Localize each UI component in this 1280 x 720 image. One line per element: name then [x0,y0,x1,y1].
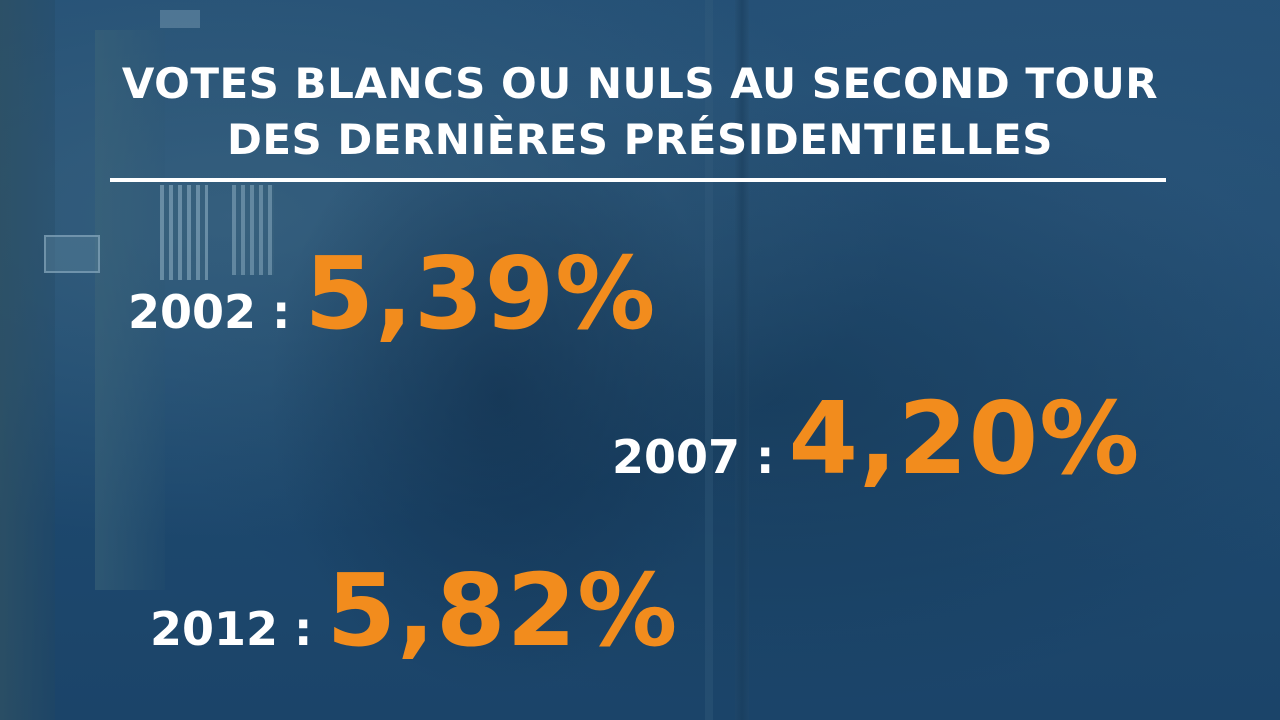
stat-2012: 2012 :5,82% [150,552,678,669]
stat-value: 5,39% [304,235,657,352]
stat-year-label: 2002 : [128,285,291,339]
bg-wall-sign [44,235,100,273]
bg-ceiling-light [160,10,200,28]
stat-year-label: 2007 : [612,430,775,484]
stat-year-label: 2012 : [150,602,313,656]
title-line-1: VOTES BLANCS OU NULS AU SECOND TOUR [121,59,1159,108]
bg-voter-silhouette [250,180,750,720]
bg-window-left [160,185,208,280]
stat-value: 4,20% [788,380,1141,497]
stat-2007: 2007 :4,20% [612,380,1140,497]
title-line-2: DES DERNIÈRES PRÉSIDENTIELLES [226,115,1053,164]
bg-pillar-left [0,0,55,720]
stat-value: 5,82% [326,552,679,669]
bg-pillar-left-inner [95,30,165,590]
page-title: VOTES BLANCS OU NULS AU SECOND TOUR DES … [40,56,1240,168]
bg-booth-curtain-edge [705,0,713,720]
title-divider [110,178,1166,182]
stat-2002: 2002 :5,39% [128,235,656,352]
